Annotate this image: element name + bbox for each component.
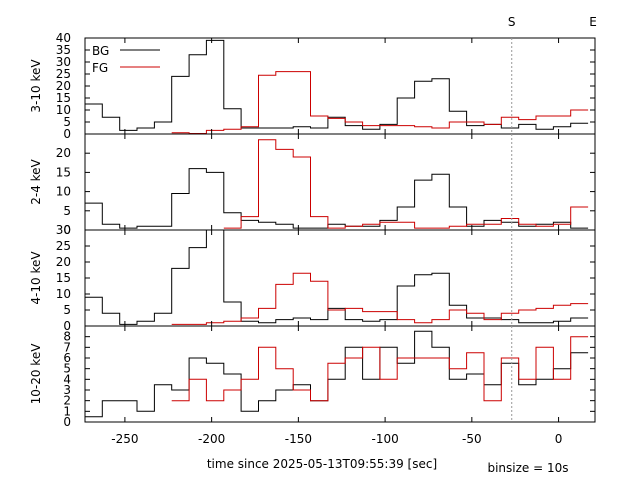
y-tick-label: 2	[63, 394, 71, 408]
y-tick-label: 5	[63, 204, 71, 218]
y-tick-label: 10	[56, 103, 71, 117]
x-tick-label: -250	[111, 432, 138, 446]
legend: BG FG	[92, 44, 160, 75]
series-line-fg-panel-2	[223, 139, 589, 229]
y-tick-label: 35	[56, 43, 71, 57]
y-tick-label: 15	[56, 271, 71, 285]
x-axis-label: time since 2025-05-13T09:55:39 [sec]	[207, 457, 437, 471]
y-tick-label: 10	[56, 287, 71, 301]
y-tick-label: 1	[63, 404, 71, 418]
y-axis-label-panel-4: 10-20 keV	[29, 343, 43, 405]
legend-label-fg: FG	[92, 61, 108, 75]
series-line-bg-panel-4	[85, 330, 589, 418]
series-line-bg-panel-3	[85, 229, 589, 325]
y-tick-label: 0	[63, 127, 71, 141]
x-tick-label: -200	[198, 432, 225, 446]
y-tick-label: 5	[63, 115, 71, 129]
series-line-bg-panel-2	[85, 168, 589, 229]
y-tick-label: 5	[63, 303, 71, 317]
y-axis-label-panel-3: 4-10 keV	[29, 251, 43, 305]
y-tick-label: 10	[56, 185, 71, 199]
y-tick-label: 0	[63, 319, 71, 333]
panel-2: 0 5 10 15 20 2-4 keV	[29, 133, 596, 237]
x-tick-label: 0	[555, 432, 563, 446]
series-line-fg-panel-3	[171, 272, 589, 325]
series-line-fg-panel-4	[171, 336, 589, 402]
y-axis-label-panel-2: 2-4 keV	[29, 158, 43, 204]
y-tick-label: 40	[56, 31, 71, 45]
marker-label: S	[508, 15, 516, 29]
y-tick-label: 0	[63, 223, 71, 237]
panel-frame-2	[84, 133, 596, 231]
y-tick-label: 20	[56, 255, 71, 269]
panel-frame-4	[84, 325, 596, 423]
y-tick-label: 15	[56, 165, 71, 179]
y-tick-label: 30	[56, 55, 71, 69]
end-label: E	[589, 15, 597, 29]
y-axis-label-panel-1: 3-10 keV	[29, 59, 43, 113]
series-line-fg-panel-1	[171, 71, 589, 134]
y-tick-label: 25	[56, 239, 71, 253]
y-tick-label: 0	[63, 415, 71, 429]
y-tick-label: 4	[63, 372, 71, 386]
legend-label-bg: BG	[92, 44, 109, 58]
y-tick-label: 25	[56, 67, 71, 81]
binsize-label: binsize = 10s	[487, 461, 568, 475]
axes-layer: -250 -200 -150 -100 -50 0	[111, 38, 562, 446]
y-tick-label: 15	[56, 91, 71, 105]
y-tick-label: 3	[63, 383, 71, 397]
y-tick-label: 20	[56, 146, 71, 160]
x-tick-label: -150	[285, 432, 312, 446]
x-tick-label: -50	[462, 432, 482, 446]
x-tick-label: -100	[371, 432, 398, 446]
y-tick-label: 8	[63, 330, 71, 344]
y-tick-label: 30	[56, 223, 71, 237]
y-tick-label: 6	[63, 351, 71, 365]
y-tick-label: 20	[56, 79, 71, 93]
y-tick-label: 5	[63, 362, 71, 376]
y-tick-label: 7	[63, 340, 71, 354]
panel-3: 0 5 10 15 20 25 30 4-10 keV	[29, 223, 596, 333]
